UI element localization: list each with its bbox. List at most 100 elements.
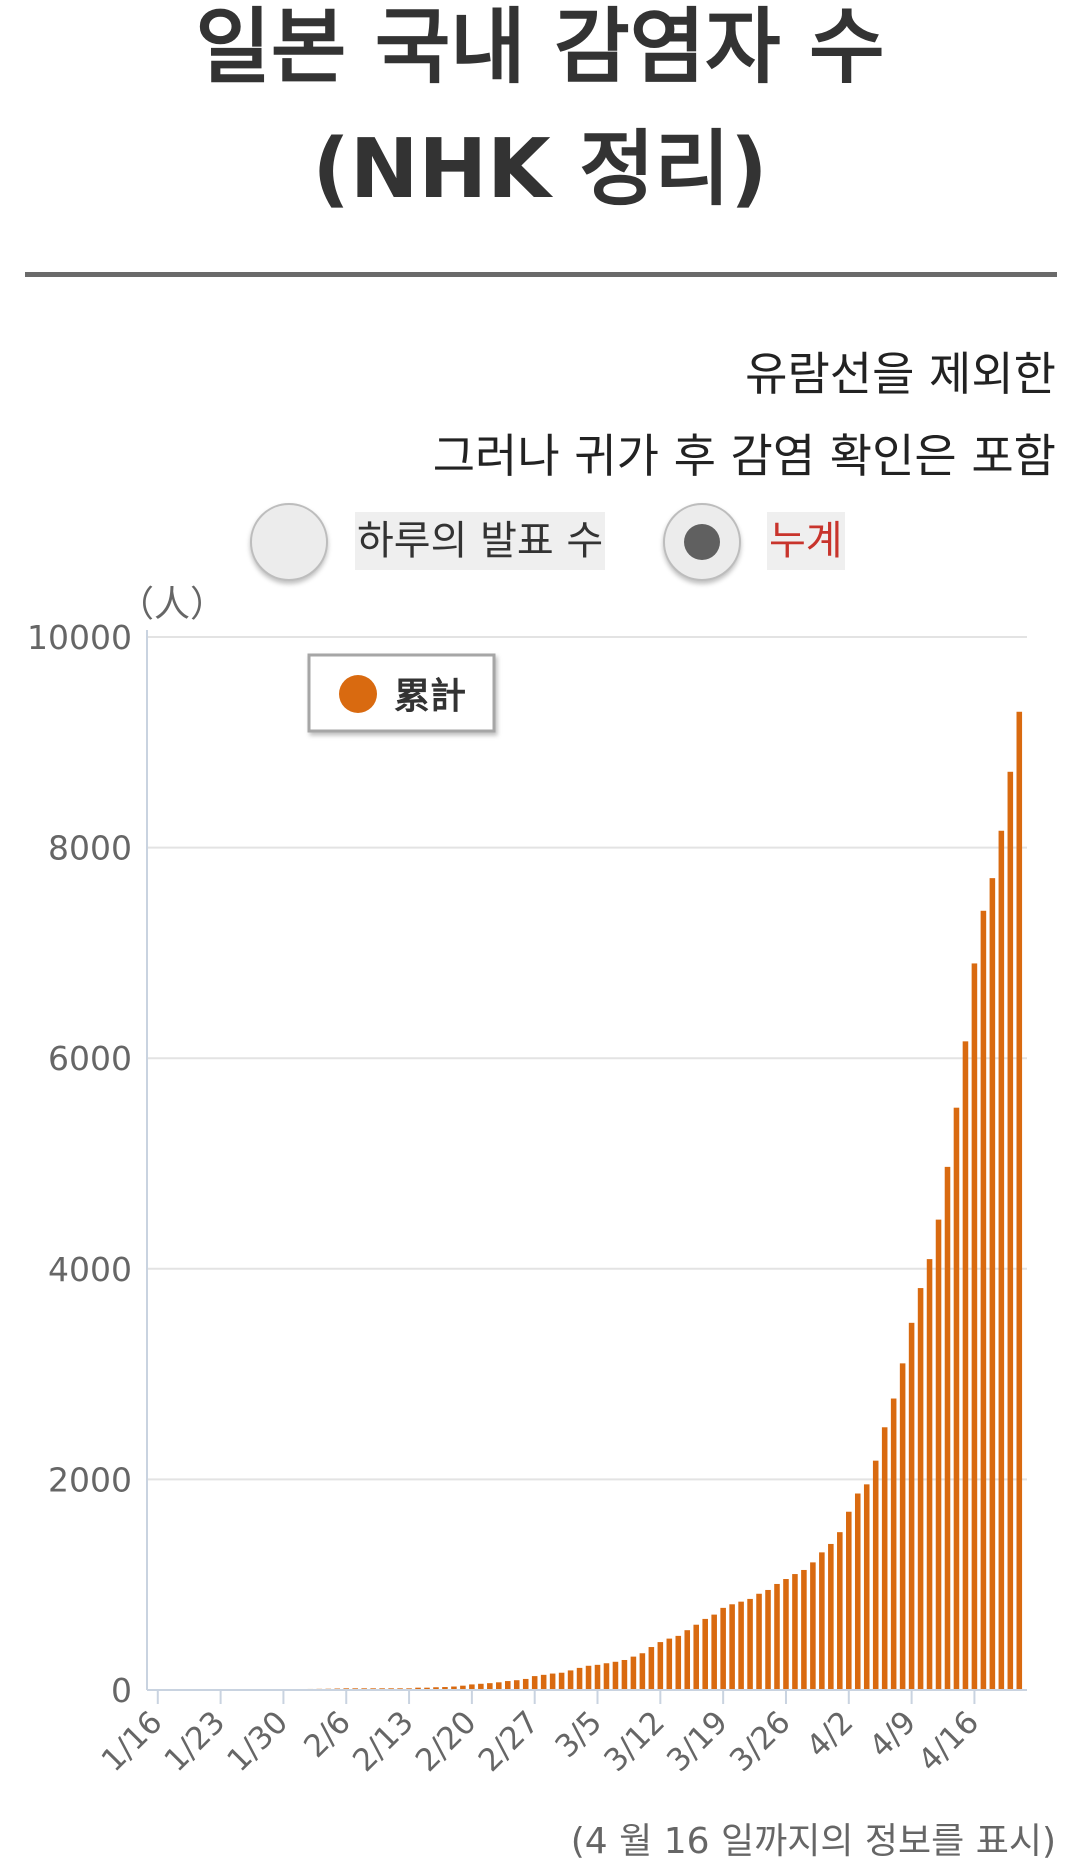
bar	[657, 1642, 664, 1690]
cumulative-cases-chart: 0 2000 4000 6000 8000 10000 1/161/231/30 2/62/…	[27, 584, 1027, 1779]
x-tick-label: 1/16	[95, 1704, 170, 1779]
bar	[621, 1659, 628, 1690]
bar	[881, 1427, 888, 1690]
cumulative-label[interactable]: 누계	[767, 512, 845, 570]
bar	[558, 1672, 565, 1690]
bar	[513, 1680, 520, 1690]
bar	[424, 1687, 430, 1690]
bar	[756, 1593, 762, 1690]
bar	[801, 1569, 807, 1690]
bar	[666, 1638, 673, 1690]
bar	[908, 1322, 915, 1690]
bar	[953, 1107, 960, 1690]
bar	[460, 1685, 466, 1690]
bar	[585, 1665, 592, 1690]
y-unit-label: （人）	[118, 584, 226, 625]
bar	[819, 1552, 825, 1690]
bar	[675, 1635, 682, 1690]
bar	[1016, 711, 1023, 1690]
bar	[846, 1511, 852, 1690]
daily-count-label[interactable]: 하루의 발표 수	[355, 512, 606, 570]
bar	[531, 1676, 538, 1690]
bar	[522, 1678, 529, 1690]
x-tick-label: 4/16	[911, 1704, 986, 1779]
x-tick-label: 4/2	[800, 1704, 861, 1765]
y-tick-label: 6000	[48, 1039, 132, 1078]
bar	[567, 1670, 574, 1690]
legend-marker	[339, 675, 377, 713]
bar	[612, 1661, 619, 1690]
bar	[487, 1683, 493, 1690]
y-tick-label: 10000	[27, 618, 132, 657]
cumulative-radio[interactable]	[663, 503, 741, 581]
bar	[944, 1166, 951, 1690]
bar	[648, 1647, 655, 1690]
x-tick-label: 2/27	[472, 1704, 547, 1779]
bar	[783, 1579, 789, 1690]
bar	[989, 878, 996, 1690]
bar	[962, 1041, 969, 1690]
bar	[442, 1687, 448, 1690]
bar	[603, 1663, 610, 1690]
page-subtitle: (NHK 정리)	[312, 122, 768, 217]
bar	[729, 1604, 735, 1690]
x-tick-label: 3/26	[723, 1704, 798, 1779]
bar	[720, 1607, 726, 1690]
bar	[738, 1601, 744, 1690]
bar	[890, 1398, 897, 1690]
bar	[998, 830, 1005, 1690]
exclusion-note: 유람선을 제외한	[745, 347, 1056, 401]
legend-label: 累計	[394, 676, 466, 717]
bar-series	[155, 711, 1023, 1691]
bar	[837, 1532, 843, 1690]
x-tick-label: 2/20	[409, 1704, 484, 1779]
bar	[917, 1288, 924, 1690]
bar	[684, 1630, 691, 1690]
x-ticks: 1/161/231/30 2/62/132/202/27 3/53/123/193/…	[95, 1690, 986, 1779]
daily-count-radio[interactable]	[250, 503, 328, 581]
bar	[451, 1686, 457, 1690]
data-date-footnote: (4 월 16 일까지의 정보를 표시)	[570, 1821, 1056, 1862]
bar	[810, 1562, 816, 1690]
bar	[854, 1493, 861, 1690]
bar	[863, 1484, 870, 1690]
bar	[693, 1624, 700, 1690]
inclusion-note: 그러나 귀가 후 감염 확인은 포함	[432, 429, 1056, 483]
x-tick-label: 1/30	[220, 1704, 295, 1779]
bar	[1007, 771, 1014, 1690]
bar	[594, 1664, 601, 1690]
bar	[765, 1589, 771, 1690]
x-tick-label: 2/13	[346, 1704, 421, 1779]
bar	[926, 1259, 933, 1690]
y-tick-label: 2000	[48, 1460, 132, 1499]
legend: 累計	[307, 653, 496, 733]
bar	[792, 1574, 798, 1690]
y-tick-label: 8000	[48, 829, 132, 868]
bar	[980, 910, 987, 1690]
grid-lines	[147, 636, 1027, 1481]
bar	[872, 1460, 879, 1690]
bar	[630, 1656, 637, 1690]
bar	[747, 1598, 753, 1690]
bar	[549, 1673, 556, 1690]
bar	[774, 1583, 780, 1690]
y-tick-label: 0	[111, 1671, 132, 1710]
page-title: 일본 국내 감염자 수	[195, 0, 885, 95]
bar	[935, 1219, 942, 1690]
bar	[828, 1543, 834, 1690]
bar	[415, 1687, 421, 1690]
bar	[576, 1667, 583, 1690]
x-tick-label: 3/12	[597, 1704, 672, 1779]
bar	[433, 1687, 439, 1690]
bar	[504, 1681, 511, 1690]
bar	[711, 1614, 717, 1690]
y-tick-label: 4000	[48, 1250, 132, 1289]
bar	[899, 1363, 906, 1690]
bar	[496, 1682, 502, 1690]
title-divider	[25, 272, 1057, 277]
radio-selected-dot	[684, 524, 720, 560]
bar	[540, 1674, 547, 1690]
bar	[639, 1653, 646, 1690]
axes	[146, 630, 1027, 1691]
bar	[469, 1684, 475, 1690]
